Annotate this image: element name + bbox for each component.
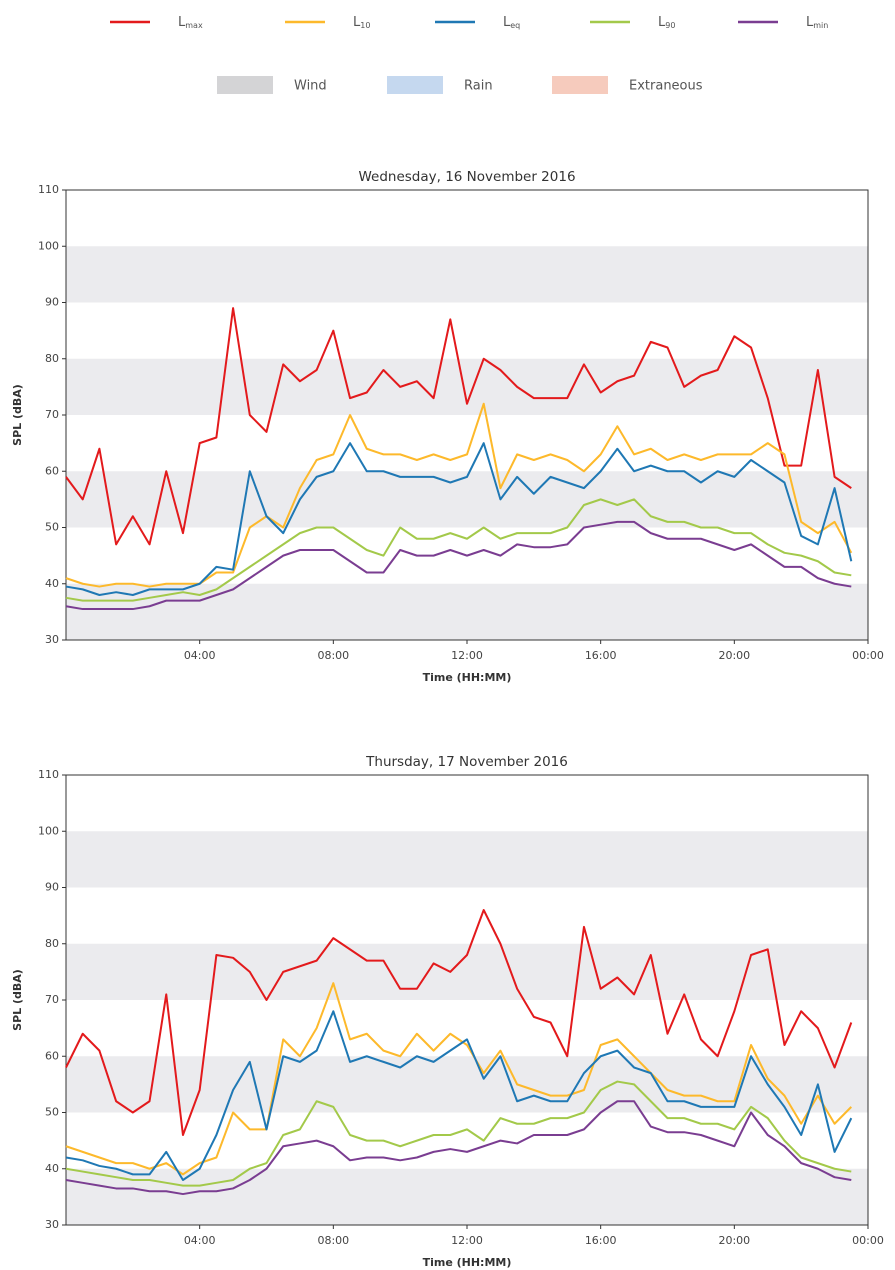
x-tick-label: 20:00 (718, 1234, 750, 1247)
y-tick-label: 60 (45, 464, 59, 477)
x-tick-label: 00:00 (852, 649, 884, 662)
y-tick-label: 40 (45, 577, 59, 590)
x-tick-label: 12:00 (451, 649, 483, 662)
x-axis-label: Time (HH:MM) (423, 671, 512, 684)
chart-title: Wednesday, 16 November 2016 (358, 169, 575, 185)
band (66, 471, 868, 528)
y-tick-label: 100 (38, 824, 59, 837)
chart-title: Thursday, 17 November 2016 (365, 754, 568, 770)
y-tick-label: 100 (38, 239, 59, 252)
y-tick-label: 40 (45, 1162, 59, 1175)
x-tick-label: 16:00 (585, 1234, 617, 1247)
legend-patch (552, 76, 608, 94)
x-tick-label: 20:00 (718, 649, 750, 662)
y-tick-label: 50 (45, 1106, 59, 1119)
legend-label: Lmin (806, 15, 828, 30)
band (66, 1168, 868, 1225)
legend-label: Leq (503, 15, 520, 30)
y-axis-label: SPL (dBA) (11, 969, 24, 1031)
x-tick-label: 08:00 (317, 649, 349, 662)
series-line (65, 520, 852, 611)
y-tick-label: 60 (45, 1049, 59, 1062)
x-tick-label: 12:00 (451, 1234, 483, 1247)
series-line (65, 307, 852, 546)
legend-patch (387, 76, 443, 94)
legend-label: L90 (658, 15, 675, 30)
x-tick-label: 00:00 (852, 1234, 884, 1247)
y-tick-label: 80 (45, 352, 59, 365)
legend-label: Wind (294, 79, 327, 94)
band (66, 246, 868, 303)
band (66, 583, 868, 640)
y-tick-label: 90 (45, 296, 59, 309)
y-tick-label: 30 (45, 1218, 59, 1231)
series-line (65, 442, 853, 596)
y-tick-label: 80 (45, 937, 59, 950)
y-tick-label: 70 (45, 993, 59, 1006)
y-tick-label: 70 (45, 408, 59, 421)
series-line (65, 909, 853, 1136)
y-axis-label: SPL (dBA) (11, 384, 24, 446)
series-line (65, 1100, 852, 1196)
legend-label: L10 (353, 15, 370, 30)
x-tick-label: 04:00 (184, 649, 216, 662)
band (66, 831, 868, 888)
y-tick-label: 50 (45, 521, 59, 534)
x-tick-label: 08:00 (317, 1234, 349, 1247)
legend-label: Extraneous (629, 79, 703, 94)
series-line (65, 498, 852, 602)
band (66, 358, 868, 415)
x-tick-label: 04:00 (184, 1234, 216, 1247)
legend-label: Rain (464, 79, 493, 94)
y-tick-label: 90 (45, 881, 59, 894)
x-axis-label: Time (HH:MM) (423, 1256, 512, 1269)
y-tick-label: 110 (38, 183, 59, 196)
series-line (65, 1010, 853, 1181)
legend-patch (217, 76, 273, 94)
y-tick-label: 30 (45, 633, 59, 646)
x-tick-label: 16:00 (585, 649, 617, 662)
series-line (65, 1080, 852, 1187)
series-line (65, 982, 853, 1176)
y-tick-label: 110 (38, 768, 59, 781)
legend-label: Lmax (178, 15, 203, 30)
